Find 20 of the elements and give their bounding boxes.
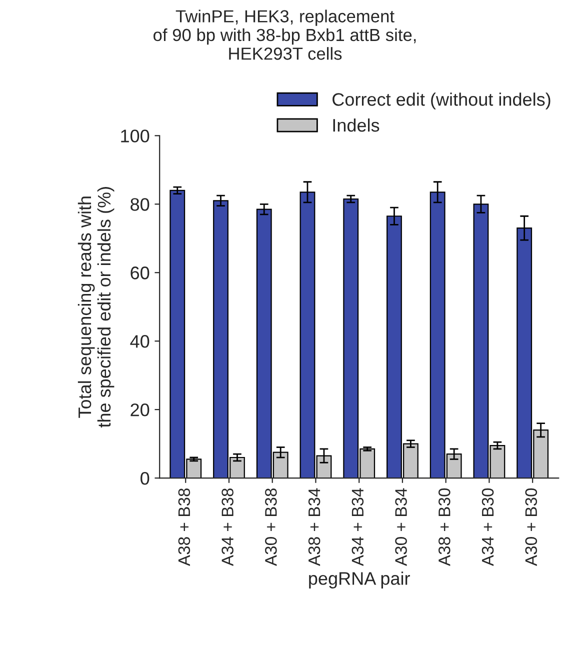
legend-label: Indels xyxy=(333,118,380,132)
x-tick-label: A38 + B30 xyxy=(438,488,450,566)
x-tick-label: A34 + B30 xyxy=(482,488,494,566)
legend-label: Correct edit (without indels) xyxy=(332,92,550,110)
x-axis-title: pegRNA pair xyxy=(309,572,410,588)
y-tick-label: 40 xyxy=(130,335,150,348)
y-tick-label: 60 xyxy=(130,266,150,280)
x-tick-label: A34 + B34 xyxy=(352,488,364,566)
x-tick-label: A34 + B38 xyxy=(222,488,234,566)
x-tick-label: A38 + B38 xyxy=(178,488,190,566)
x-tick-label: A38 + B34 xyxy=(308,488,320,566)
x-tick-label: A30 + B34 xyxy=(395,488,407,566)
y-tick-label: 0 xyxy=(140,472,150,485)
x-tick-label: A30 + B30 xyxy=(525,488,538,566)
y-tick-label: 20 xyxy=(130,404,150,416)
x-tick-label: A30 + B38 xyxy=(265,488,277,566)
y-tick-label: 80 xyxy=(130,198,150,211)
chart-title: TwinPE, HEK3, replacement of 90 bp with 38-bp Bxb1 attB site, HEK293T cells xyxy=(154,10,416,60)
y-axis-title: Total sequencing reads with the specified edit or indels (%) xyxy=(78,187,114,428)
y-tick-label: 100 xyxy=(121,130,150,142)
